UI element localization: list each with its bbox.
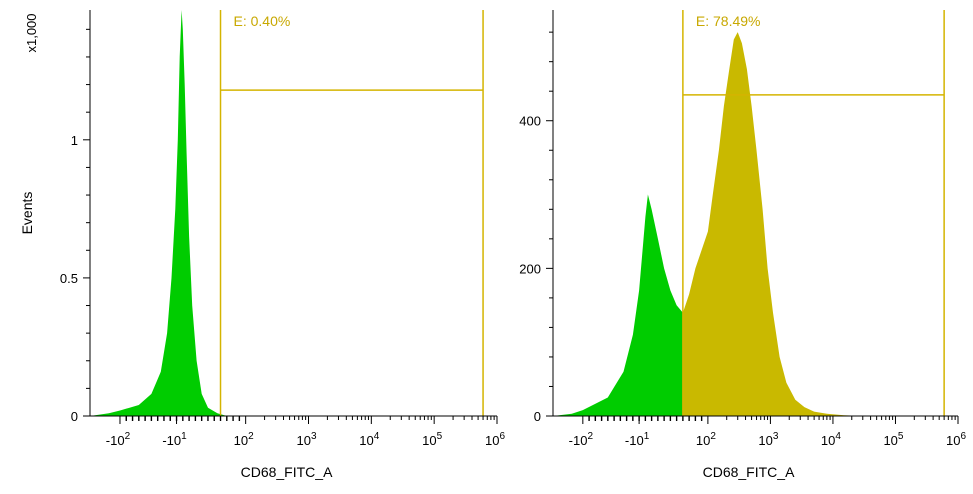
x-tick-label: 103 xyxy=(296,431,316,448)
x-tick-label: -102 xyxy=(106,431,131,448)
y-tick-label: 400 xyxy=(519,114,541,129)
y-tick-label: 0 xyxy=(534,409,541,424)
x-tick-label: 105 xyxy=(422,431,442,448)
x-tick-label: 106 xyxy=(946,431,966,448)
gate-label: E: 78.49% xyxy=(696,13,761,29)
positive-histogram-area xyxy=(682,32,863,416)
histogram-panel-left: E: 0.40% 0 0.5 1 -102 -101 102 103 104 105 106 CD68… xyxy=(19,10,505,480)
negative-histogram-area xyxy=(553,194,683,416)
y-tick-label: 1 xyxy=(71,133,78,148)
x-tick-label: 102 xyxy=(696,431,716,448)
x-axis-title: CD68_FITC_A xyxy=(241,464,333,480)
x-tick-label: -101 xyxy=(625,431,650,448)
y-tick-label: 0.5 xyxy=(60,271,78,286)
x-tick-label: 102 xyxy=(234,431,254,448)
x-tick-label: 103 xyxy=(758,431,778,448)
gate-label: E: 0.40% xyxy=(234,13,291,29)
histogram-panel-right: E: 78.49% 0 200 400 -102 -101 102 103 104 105 106 C… xyxy=(519,10,966,480)
x-tick-label: 104 xyxy=(359,431,379,448)
y-multiplier-label: x1,000 xyxy=(24,13,39,52)
x-tick-label: 104 xyxy=(821,431,841,448)
x-tick-label: 105 xyxy=(883,431,903,448)
y-tick-label: 0 xyxy=(71,409,78,424)
y-axis-title: Events xyxy=(19,192,35,235)
x-axis-title: CD68_FITC_A xyxy=(703,464,795,480)
x-tick-label: 106 xyxy=(485,431,505,448)
x-tick-label: -101 xyxy=(162,431,187,448)
x-tick-label: -102 xyxy=(569,431,594,448)
y-tick-label: 200 xyxy=(519,261,541,276)
negative-histogram-area xyxy=(90,10,227,416)
